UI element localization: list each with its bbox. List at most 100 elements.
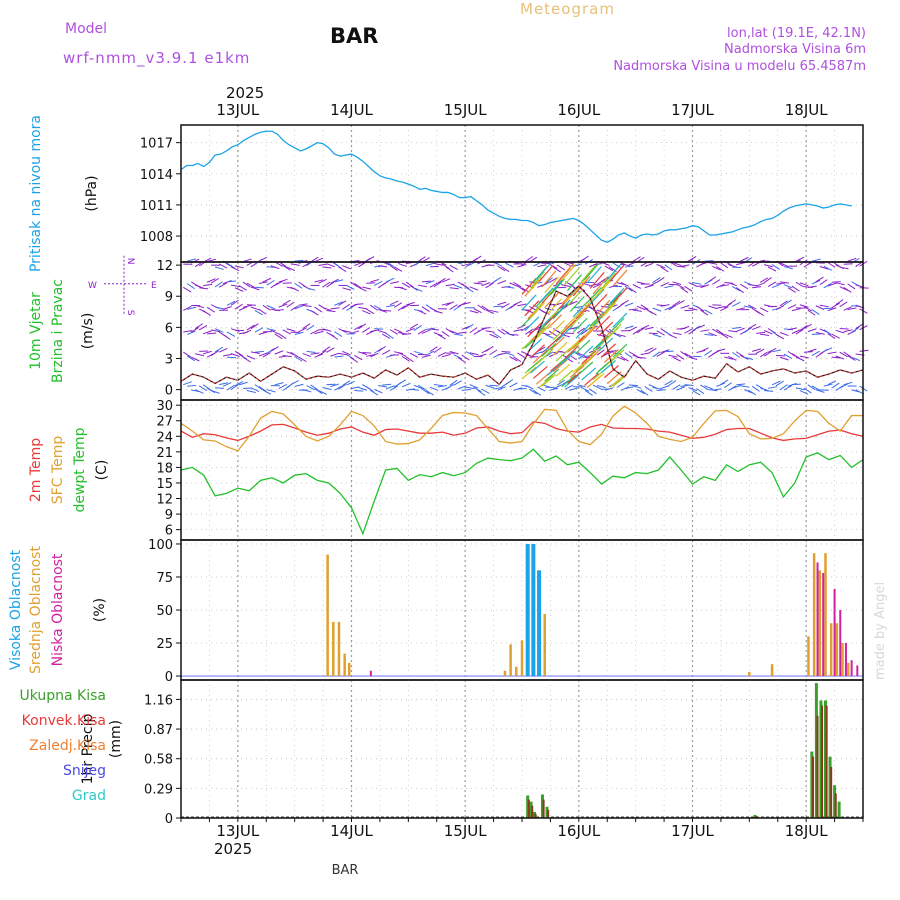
wind-barb [827, 261, 836, 268]
bar-cloud [844, 643, 847, 677]
wind-barb [815, 276, 824, 283]
wind-barb [609, 317, 625, 333]
wind-barb [656, 277, 665, 283]
wind-barb [819, 266, 829, 270]
wind-barb [835, 355, 845, 360]
y-tick-label: 1017 [140, 137, 173, 152]
wind-barb [370, 278, 380, 283]
wind-barb [688, 307, 698, 311]
wind-barb [600, 305, 610, 308]
panel-label: 1hr Precip [80, 714, 96, 785]
wind-barb [350, 330, 360, 335]
y-tick-label: 27 [156, 415, 173, 430]
wind-barb [453, 380, 462, 386]
y-tick-label: 9 [165, 508, 173, 523]
wind-barb [584, 372, 599, 386]
wind-barb [827, 380, 837, 386]
wind-barb [449, 350, 459, 355]
wind-barb [433, 262, 443, 266]
wind-barb [218, 263, 228, 269]
wind-barb [354, 283, 363, 289]
wind-barb [823, 329, 832, 335]
wind-barb [270, 265, 280, 270]
compass-n: N [125, 258, 135, 265]
wind-barb [743, 327, 752, 334]
wind-barb [318, 263, 328, 266]
wind-barb [477, 280, 487, 283]
wind-barb [592, 309, 601, 315]
bar-cloud [812, 553, 816, 677]
wind-barb [759, 307, 769, 313]
bar-cloud [856, 665, 859, 677]
panel-pressure: 1008 1011 1014 1017 Pritisak na nivou mora (h… [28, 115, 864, 272]
wind-barb [549, 278, 565, 296]
wind-barb [564, 374, 580, 388]
wind-barb [704, 349, 713, 356]
bottom-date-label: 13JUL [216, 822, 259, 840]
wind-barb [378, 308, 387, 313]
panel-cloud: 0 25 50 75 100 Visoka Oblacnost Srednja Oblacn… [8, 538, 864, 685]
wind-barb [525, 384, 534, 390]
wind-barb [609, 349, 625, 364]
wind-barb [547, 362, 562, 376]
wind-barb [282, 355, 292, 358]
y-tick-label: 12 [156, 493, 173, 508]
wind-barb [572, 359, 588, 373]
series-line-temperature-1 [180, 405, 863, 452]
bar-cloud [337, 621, 341, 677]
wind-barb [234, 350, 244, 357]
wind-barb [330, 307, 340, 310]
bar-cloud [347, 662, 351, 677]
wind-barb [573, 306, 583, 309]
wind-barb [445, 266, 454, 273]
wind-barb [827, 282, 837, 287]
wind-barb [763, 350, 772, 357]
wind-barb [704, 385, 713, 390]
wind-barb [314, 330, 324, 335]
wind-barb [254, 384, 263, 390]
wind-barb [567, 310, 582, 326]
wind-barb [636, 356, 646, 359]
bar-cloud [503, 670, 507, 677]
wind-barb [747, 304, 757, 310]
wind-barb [282, 299, 291, 306]
wind-barb [592, 283, 602, 289]
wind-barb [676, 354, 685, 360]
wind-barb [481, 388, 490, 394]
wind-barb [795, 281, 804, 288]
bottom-date-label: 14JUL [330, 822, 373, 840]
wind-barb [807, 309, 816, 316]
wind-barb [596, 349, 605, 356]
wind-barb [425, 262, 435, 267]
wind-barb [779, 300, 788, 307]
wind-barb [581, 326, 597, 342]
bar-precip [811, 756, 814, 818]
wind-barb [218, 347, 228, 353]
wind-barb [525, 328, 534, 335]
wind-barb [509, 382, 518, 388]
wind-barb [465, 323, 474, 330]
wind-barb [397, 379, 407, 385]
wind-barb [461, 263, 471, 267]
wind-barb [397, 286, 407, 291]
wind-barb [505, 352, 515, 357]
wind-barb [660, 266, 669, 273]
wind-barb [751, 325, 761, 331]
wind-barb [803, 306, 813, 312]
y-tick-label: 75 [156, 571, 173, 586]
wind-barb [286, 301, 295, 308]
wind-barb [600, 261, 610, 266]
y-tick-label: 18 [156, 461, 173, 476]
wind-barb [509, 356, 518, 362]
wind-barb [314, 388, 323, 394]
wind-barb [393, 328, 403, 333]
wind-barb [668, 304, 677, 311]
bar-cloud [846, 662, 850, 677]
wind-barb [576, 384, 586, 388]
wind-barb [547, 334, 562, 349]
lonlat-label: lon,lat (19.1E, 42.1N) [727, 26, 866, 41]
wind-barb [397, 262, 407, 267]
wind-barb [187, 258, 197, 262]
wind-barb [700, 329, 710, 332]
wind-barb [266, 328, 276, 332]
